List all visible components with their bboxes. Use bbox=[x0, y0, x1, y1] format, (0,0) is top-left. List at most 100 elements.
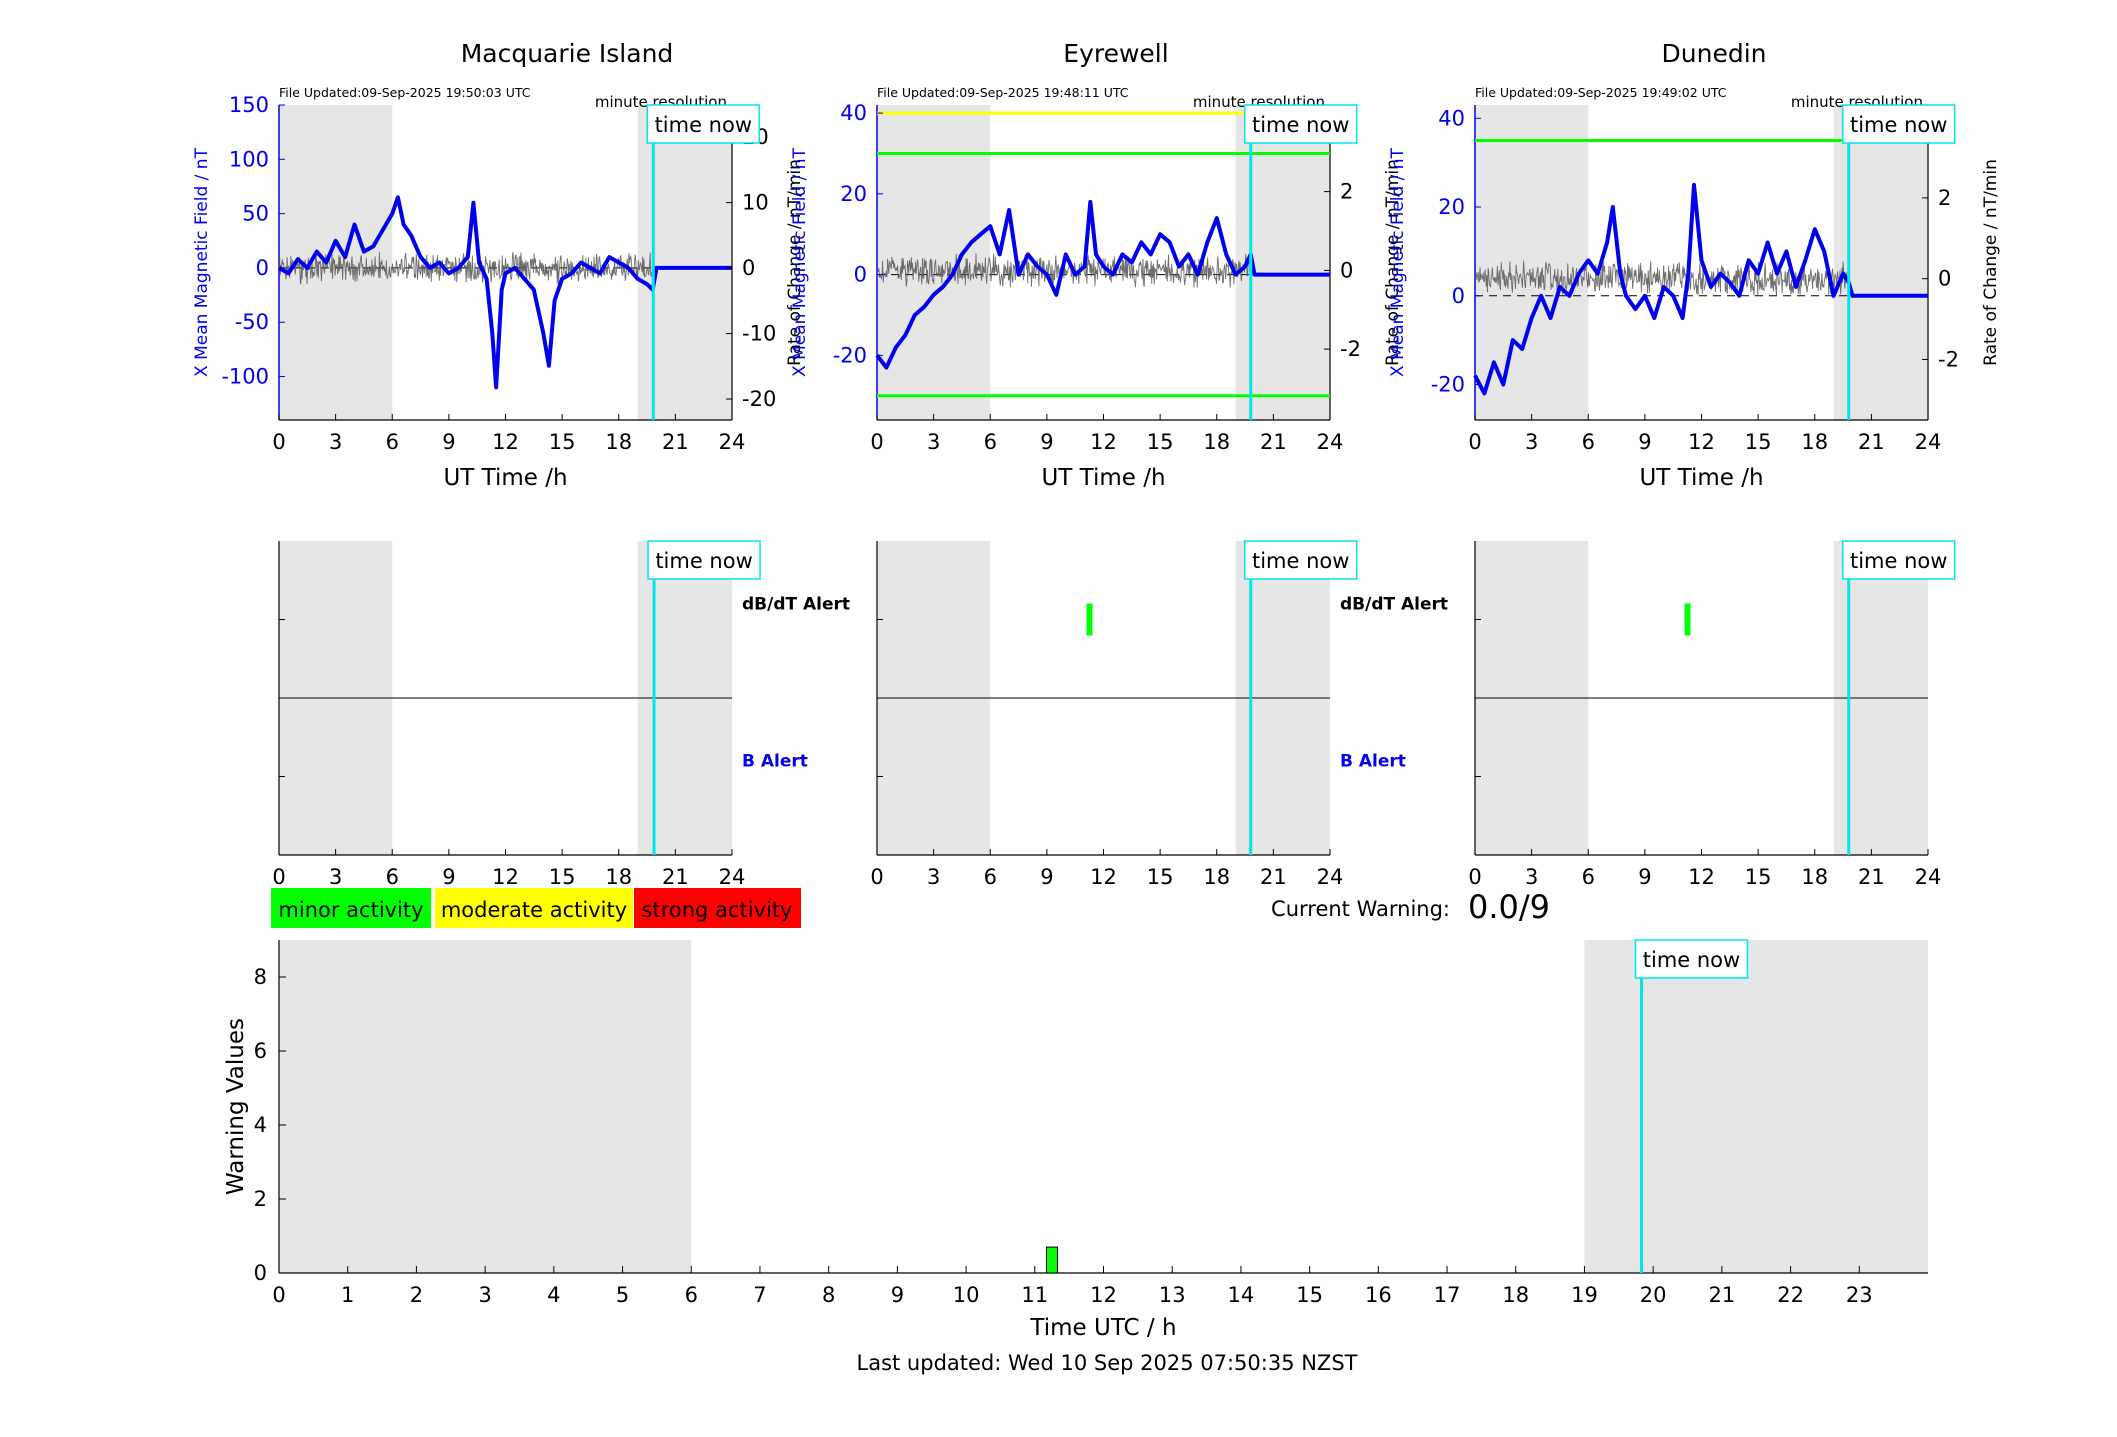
mag-0-time-now-label: time now bbox=[655, 113, 752, 137]
mag-0-xlabel: UT Time /h bbox=[443, 465, 567, 491]
warning-xtick-label: 11 bbox=[1021, 1283, 1048, 1307]
warning-xtick-label: 8 bbox=[822, 1283, 835, 1307]
warning-xtick-label: 20 bbox=[1640, 1283, 1667, 1307]
warning-xtick-label: 6 bbox=[685, 1283, 698, 1307]
mag-1-time-now-box bbox=[1243, 104, 1358, 144]
alert-0-xtick-label: 3 bbox=[329, 865, 342, 889]
alert-0-b-row-label: B Alert bbox=[742, 752, 808, 772]
warning-xtick-label: 15 bbox=[1296, 1283, 1323, 1307]
station-title-eyrewell: Eyrewell bbox=[1063, 39, 1168, 68]
warning-xtick-label: 2 bbox=[410, 1283, 423, 1307]
station-title-macquarie: Macquarie Island bbox=[461, 39, 674, 68]
station-title-dunedin: Dunedin bbox=[1662, 39, 1767, 68]
mag-2-xtick-label: 21 bbox=[1858, 430, 1885, 454]
alert-1-xtick-label: 0 bbox=[870, 865, 883, 889]
mag-0-night-shade-1 bbox=[637, 105, 732, 420]
warning-xtick-label: 17 bbox=[1434, 1283, 1461, 1307]
mag-0-ytick-right-label: 0 bbox=[742, 256, 755, 280]
mag-1-ytick-right-label: 2 bbox=[1340, 180, 1353, 204]
warning-ytick-label: 0 bbox=[254, 1261, 267, 1285]
mag-2-xtick-label: 9 bbox=[1638, 430, 1651, 454]
warning-xtick-label: 14 bbox=[1228, 1283, 1255, 1307]
warning-xtick-label: 12 bbox=[1090, 1283, 1117, 1307]
mag-1-xtick-label: 12 bbox=[1090, 430, 1117, 454]
mag-1-xtick-label: 9 bbox=[1040, 430, 1053, 454]
alert-2-xtick-label: 3 bbox=[1525, 865, 1538, 889]
alert-1-b-row-label: B Alert bbox=[1340, 752, 1406, 772]
alert-0-xtick-label: 12 bbox=[492, 865, 519, 889]
mag-0-xtick-label: 18 bbox=[605, 430, 632, 454]
alert-0-xtick-label: 18 bbox=[605, 865, 632, 889]
warning-night-shade-0 bbox=[279, 940, 692, 1273]
alert-0-xtick-label: 6 bbox=[386, 865, 399, 889]
mag-0-xtick-label: 21 bbox=[662, 430, 689, 454]
mag-1-xtick-label: 0 bbox=[870, 430, 883, 454]
mag-0-ytick-left-label: 100 bbox=[229, 147, 269, 171]
warning-xtick-label: 7 bbox=[753, 1283, 766, 1307]
alert-2-xtick-label: 21 bbox=[1858, 865, 1885, 889]
mag-2-ytick-right-label: 0 bbox=[1938, 267, 1951, 291]
mag-0-ytick-left-label: 150 bbox=[229, 93, 269, 117]
warning-xtick-label: 3 bbox=[478, 1283, 491, 1307]
alert-1-xtick-label: 15 bbox=[1147, 865, 1174, 889]
mag-1-ylabel-right: Rate of Change / nT/min bbox=[1383, 159, 1403, 366]
mag-2-ytick-left-label: 0 bbox=[1452, 284, 1465, 308]
warning-xtick-label: 5 bbox=[616, 1283, 629, 1307]
legend-moderate-label: moderate activity bbox=[441, 898, 627, 922]
mag-2-xtick-label: 24 bbox=[1915, 430, 1942, 454]
alert-1-xtick-label: 9 bbox=[1040, 865, 1053, 889]
mag-1-time-now-label: time now bbox=[1252, 113, 1349, 137]
alert-0-xtick-label: 15 bbox=[549, 865, 576, 889]
warning-chart: 0 1 2 3 4 5 6 7 8 9 10 11 12 13 14 15 16 17 18 19 20 21 22 2302… bbox=[223, 939, 1928, 1341]
warning-ytick-label: 6 bbox=[254, 1039, 267, 1063]
mag-1-xtick-label: 15 bbox=[1147, 430, 1174, 454]
alert-1-xtick-label: 21 bbox=[1260, 865, 1287, 889]
alert-0-time-now-label: time now bbox=[655, 549, 752, 573]
warning-xtick-label: 18 bbox=[1502, 1283, 1529, 1307]
warning-xtick-label: 4 bbox=[547, 1283, 560, 1307]
legend-moderate-swatch bbox=[435, 888, 633, 928]
warning-ytick-label: 2 bbox=[254, 1187, 267, 1211]
mag-2-ylabel-left: X Mean Magnetic Field / nT bbox=[1388, 147, 1408, 377]
warning-bar-0 bbox=[1045, 1246, 1058, 1274]
warning-xtick-label: 22 bbox=[1777, 1283, 1804, 1307]
mag-2-xlabel: UT Time /h bbox=[1639, 465, 1763, 491]
warning-xlabel: Time UTC / h bbox=[1029, 1315, 1176, 1341]
mag-2-xtick-label: 3 bbox=[1525, 430, 1538, 454]
warning-night-shade-1 bbox=[1584, 940, 1928, 1273]
warning-ytick-label: 4 bbox=[254, 1113, 267, 1137]
warning-xtick-label: 0 bbox=[272, 1283, 285, 1307]
mag-0-time-now-box bbox=[646, 104, 761, 144]
mag-0-ytick-left-label: -50 bbox=[235, 310, 269, 334]
alert-1-xtick-label: 3 bbox=[927, 865, 940, 889]
mag-0-mean-field-line bbox=[277, 195, 732, 390]
mag-0-ytick-right-label: -10 bbox=[742, 322, 776, 346]
mag-0-xtick-label: 0 bbox=[272, 430, 285, 454]
alert-0-xtick-label: 21 bbox=[662, 865, 689, 889]
warning-ylabel: Warning Values bbox=[223, 1018, 249, 1195]
alert-1-xtick-label: 18 bbox=[1203, 865, 1230, 889]
mag-2-xtick-label: 6 bbox=[1582, 430, 1595, 454]
mag-0-xtick-label: 3 bbox=[329, 430, 342, 454]
charts-group: 03691215182124-100-50050100150-20-100102… bbox=[192, 85, 2001, 1341]
alert-0-xtick-label: 24 bbox=[719, 865, 746, 889]
mag-2-file-updated: File Updated:09-Sep-2025 19:49:02 UTC bbox=[1475, 85, 1727, 100]
mag-1-ytick-right-label: -2 bbox=[1340, 337, 1361, 361]
mag-0-xtick-label: 24 bbox=[719, 430, 746, 454]
current-warning-label: Current Warning: bbox=[1271, 897, 1450, 921]
warning-xtick-label: 1 bbox=[341, 1283, 354, 1307]
legend-strong-swatch bbox=[634, 888, 801, 928]
mag-1-xlabel: UT Time /h bbox=[1041, 465, 1165, 491]
mag-1-ytick-left-label: 20 bbox=[840, 182, 867, 206]
mag-1-rate-of-change-line bbox=[876, 252, 1252, 288]
alert-1-xtick-label: 6 bbox=[984, 865, 997, 889]
legend-minor-label: minor activity bbox=[278, 898, 423, 922]
warning-xtick-label: 16 bbox=[1365, 1283, 1392, 1307]
alert-2-time-now-label: time now bbox=[1850, 549, 1947, 573]
mag-1-xtick-label: 3 bbox=[927, 430, 940, 454]
mag-0-ytick-left-label: 50 bbox=[242, 202, 269, 226]
mag-1-ytick-right-label: 0 bbox=[1340, 258, 1353, 282]
mag-2-xtick-label: 0 bbox=[1468, 430, 1481, 454]
mag-1-xtick-label: 18 bbox=[1203, 430, 1230, 454]
warning-time-now-box bbox=[1634, 939, 1749, 979]
